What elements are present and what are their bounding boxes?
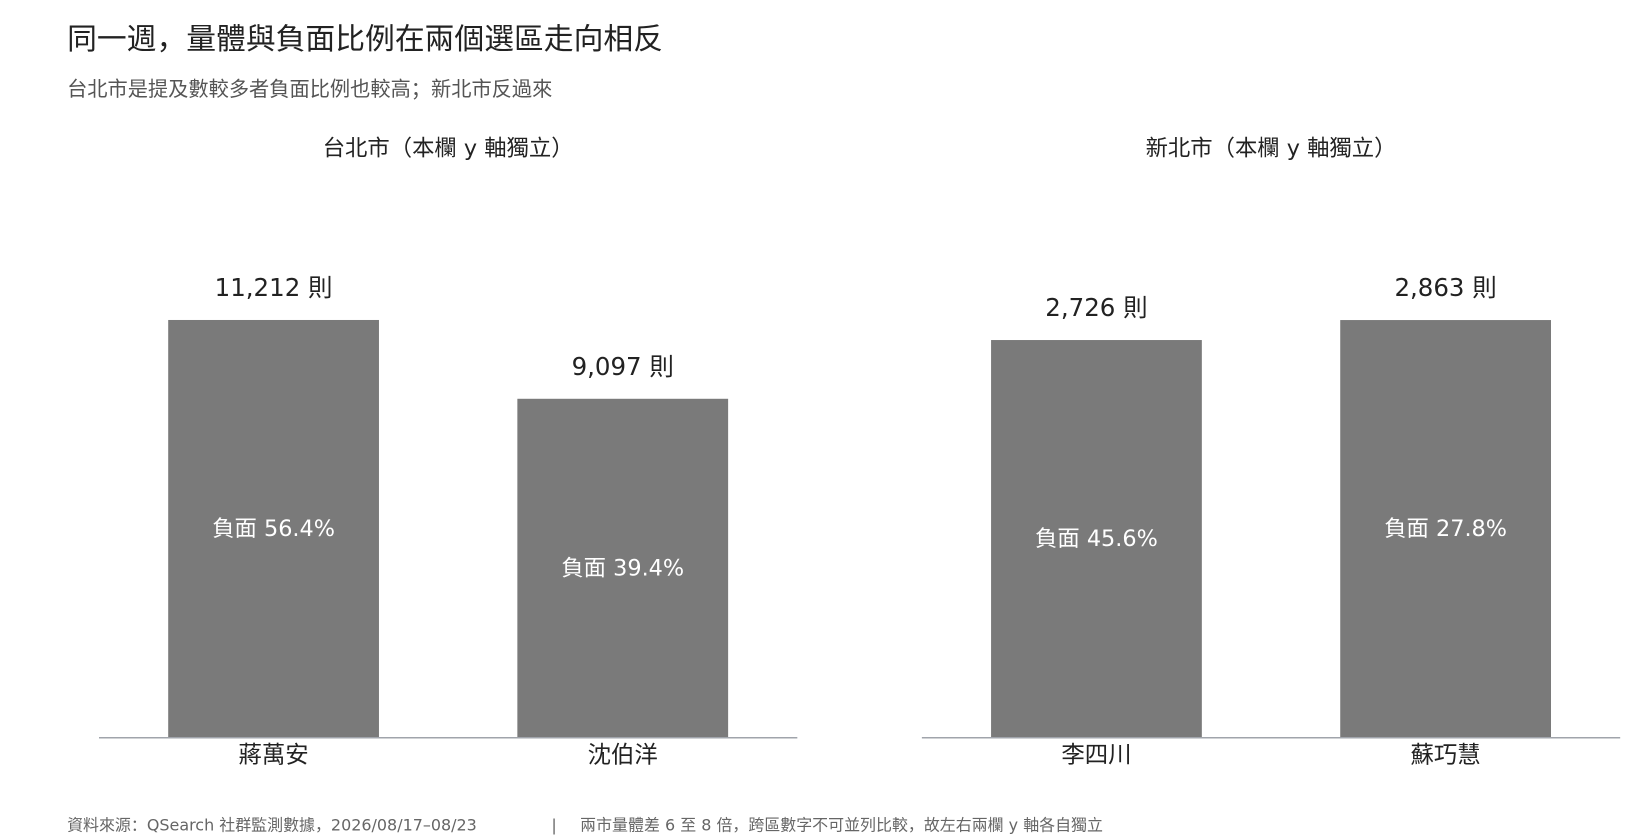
footer-note: 兩市量體差 6 至 8 倍，跨區數字不可並列比較，故左右兩欄 y 軸各自獨立 xyxy=(580,816,1103,835)
x-tick-label: 沈伯洋 xyxy=(588,740,658,768)
negative-label: 負面 39.4% xyxy=(561,555,684,581)
negative-label: 負面 45.6% xyxy=(1035,525,1158,551)
bar xyxy=(1340,320,1551,738)
negative-label-value: 27.8% xyxy=(1436,515,1507,541)
negative-label: 負面 56.4% xyxy=(212,515,335,541)
value-label: 11,212 則 xyxy=(215,273,333,302)
page-subtitle: 台北市是提及數較多者負面比例也較高；新北市反過來 xyxy=(67,77,552,101)
panel-title: 新北市（本欄 y 軸獨立） xyxy=(1146,136,1397,162)
negative-label-value: 39.4% xyxy=(613,555,684,581)
x-tick-label: 李四川 xyxy=(1061,740,1131,768)
footer-separator: | xyxy=(551,816,556,835)
panel-title: 台北市（本欄 y 軸獨立） xyxy=(323,136,574,162)
negative-label-name: 負面 xyxy=(212,515,257,541)
negative-label-value: 56.4% xyxy=(264,515,335,541)
bar xyxy=(168,319,379,738)
negative-label-name: 負面 xyxy=(1384,515,1429,541)
bar xyxy=(517,398,729,738)
negative-label-name: 負面 xyxy=(561,555,606,581)
value-label: 2,863 則 xyxy=(1394,273,1496,302)
bar xyxy=(991,340,1202,738)
negative-label-value: 45.6% xyxy=(1087,525,1158,551)
value-label: 9,097 則 xyxy=(572,352,674,381)
x-tick-label: 蘇巧慧 xyxy=(1410,740,1480,768)
value-label: 2,726 則 xyxy=(1045,293,1147,322)
footer-source: 資料來源：QSearch 社群監測數據，2026/08/17–08/23 xyxy=(67,816,477,835)
negative-label: 負面 27.8% xyxy=(1384,515,1507,541)
negative-label-name: 負面 xyxy=(1035,525,1080,551)
page-title: 同一週，量體與負面比例在兩個選區走向相反 xyxy=(67,22,663,57)
x-tick-label: 蔣萬安 xyxy=(238,740,308,768)
